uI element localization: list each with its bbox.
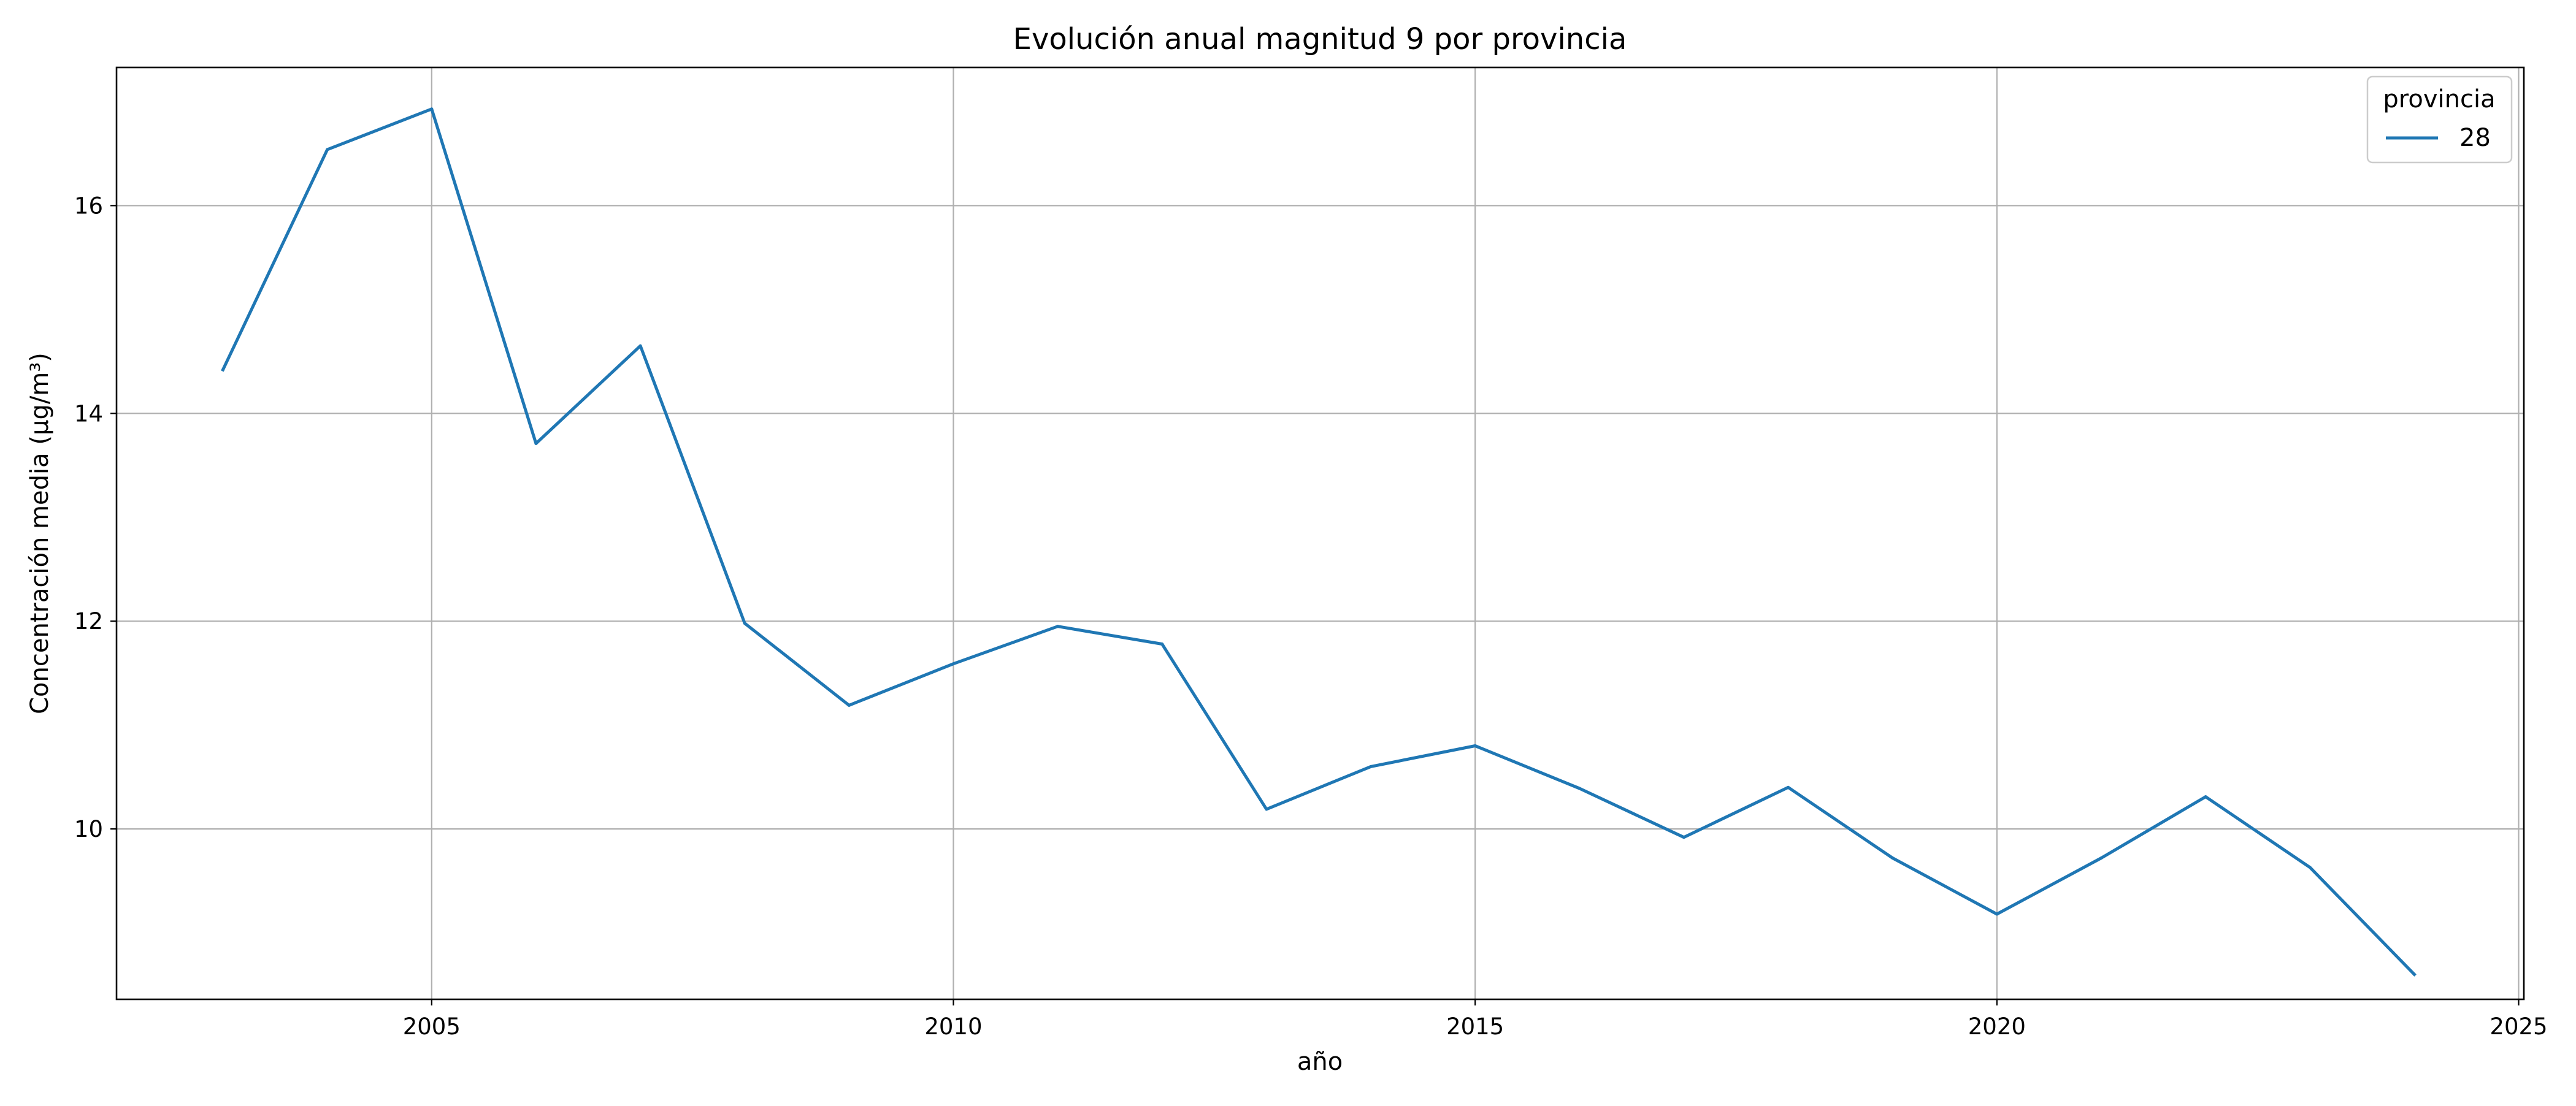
- data-point: [951, 662, 955, 666]
- data-point: [221, 368, 225, 372]
- data-point: [1160, 642, 1164, 646]
- data-point: [1995, 912, 1999, 916]
- data-point: [2204, 795, 2207, 799]
- legend-box: [2366, 75, 2513, 164]
- data-point: [1473, 744, 1477, 748]
- y-axis: 10 12 14 16: [74, 193, 117, 842]
- data-point: [534, 441, 538, 445]
- data-point: [1891, 856, 1895, 860]
- data-point: [326, 148, 329, 151]
- plot-area-frame: [115, 66, 2525, 1001]
- data-point: [847, 703, 851, 707]
- x-tick-label: 2025: [2490, 1013, 2547, 1040]
- data-point: [2308, 866, 2312, 869]
- legend-title: provincia: [2383, 85, 2495, 113]
- series-layer: [221, 107, 2417, 977]
- chart-title: Evolución anual magnitud 9 por provincia: [1013, 22, 1627, 56]
- data-point: [638, 344, 642, 348]
- data-point: [1056, 625, 1060, 628]
- legend: provincia 28: [2366, 75, 2513, 164]
- x-axis-label: año: [1297, 1048, 1343, 1076]
- y-tick-label: 12: [74, 608, 103, 635]
- grid: [117, 67, 2524, 999]
- y-axis-label: Concentración media (µg/m³): [26, 353, 54, 714]
- data-point: [1787, 785, 1790, 789]
- data-point: [1265, 807, 1268, 811]
- x-axis: 2005 2010 2015 2020 2025: [403, 999, 2548, 1040]
- data-point: [2099, 856, 2103, 860]
- x-tick-label: 2020: [1968, 1013, 2026, 1040]
- x-tick-label: 2005: [403, 1013, 461, 1040]
- y-tick-label: 16: [74, 193, 103, 219]
- legend-entry-label: 28: [2459, 124, 2491, 152]
- x-tick-label: 2015: [1446, 1013, 1504, 1040]
- data-point: [2412, 972, 2416, 976]
- data-point: [430, 107, 434, 111]
- y-tick-label: 10: [74, 816, 103, 842]
- data-point: [1369, 765, 1373, 768]
- data-point: [1577, 787, 1581, 790]
- x-tick-label: 2010: [924, 1013, 982, 1040]
- y-tick-label: 14: [74, 400, 103, 427]
- data-point: [743, 622, 746, 625]
- data-point: [1682, 836, 1685, 839]
- series-line-28: [221, 107, 2417, 977]
